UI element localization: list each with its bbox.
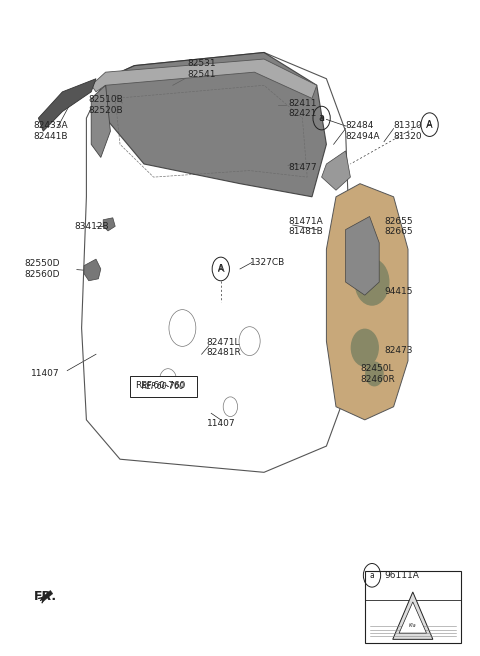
Circle shape <box>366 362 383 386</box>
Text: a: a <box>370 571 374 580</box>
Polygon shape <box>326 184 408 420</box>
Circle shape <box>355 259 389 305</box>
Text: 81471A
81481B: 81471A 81481B <box>288 216 323 236</box>
Text: 82484
82494A: 82484 82494A <box>346 121 380 141</box>
Polygon shape <box>103 218 115 231</box>
Text: REF.60-760: REF.60-760 <box>142 382 185 391</box>
Text: 81477: 81477 <box>288 163 317 172</box>
Polygon shape <box>84 259 101 281</box>
Polygon shape <box>91 59 317 98</box>
Text: 83412B: 83412B <box>74 222 109 231</box>
Text: a: a <box>319 113 324 123</box>
Polygon shape <box>399 602 426 633</box>
Text: 81310
81320: 81310 81320 <box>394 121 422 141</box>
Polygon shape <box>91 85 110 157</box>
Text: 82471L
82481R: 82471L 82481R <box>206 338 241 358</box>
Text: 11407: 11407 <box>31 369 60 379</box>
Text: 82450L
82460R: 82450L 82460R <box>360 364 395 384</box>
Text: 82655
82665: 82655 82665 <box>384 216 413 236</box>
Text: A: A <box>426 119 433 130</box>
Circle shape <box>351 329 378 366</box>
Polygon shape <box>393 592 433 640</box>
Polygon shape <box>346 216 379 295</box>
Text: Kia: Kia <box>409 623 417 628</box>
Text: a: a <box>319 113 324 123</box>
Text: A: A <box>218 264 223 274</box>
Text: 82510B
82520B: 82510B 82520B <box>88 95 123 115</box>
Polygon shape <box>322 151 350 190</box>
Text: A: A <box>217 264 224 274</box>
Text: 1327CB: 1327CB <box>250 258 285 267</box>
Text: 82473: 82473 <box>384 346 412 356</box>
Text: 82531
82541: 82531 82541 <box>187 59 216 79</box>
Text: 82550D
82560D: 82550D 82560D <box>24 259 60 279</box>
Text: 94415: 94415 <box>384 287 412 297</box>
Text: 96111A: 96111A <box>384 571 419 580</box>
FancyBboxPatch shape <box>365 571 461 643</box>
Text: A: A <box>427 120 432 129</box>
Text: REF.60-760: REF.60-760 <box>136 381 186 390</box>
Text: 82411
82421: 82411 82421 <box>288 98 316 118</box>
Text: 11407: 11407 <box>206 419 235 428</box>
Text: FR.: FR. <box>34 590 57 604</box>
FancyBboxPatch shape <box>130 376 197 397</box>
Polygon shape <box>38 79 96 131</box>
Polygon shape <box>41 590 53 602</box>
Text: 82433A
82441B: 82433A 82441B <box>34 121 68 141</box>
Polygon shape <box>106 52 326 197</box>
